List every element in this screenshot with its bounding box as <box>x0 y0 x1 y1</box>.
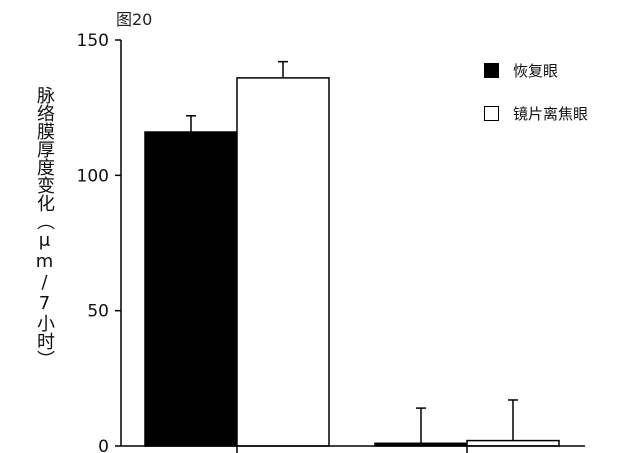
bar-defocus-1 <box>466 439 560 447</box>
y-tick-label-150: 150 <box>77 31 109 51</box>
bar-recovery-0 <box>144 131 238 447</box>
legend-item-defocus: 镜片离焦眼 <box>484 103 588 123</box>
y-tick-label-0: 0 <box>98 437 109 453</box>
figure-label: 图20 <box>116 10 153 29</box>
legend-label-defocus: 镜片离焦眼 <box>513 104 589 123</box>
legend-item-recovery: 恢复眼 <box>484 60 588 80</box>
y-tick-label-50: 50 <box>87 302 109 322</box>
bar-defocus-0 <box>236 77 330 447</box>
y-tick-label-100: 100 <box>77 166 109 186</box>
chart-legend: 恢复眼 镜片离焦眼 <box>484 60 588 146</box>
legend-label-recovery: 恢复眼 <box>513 61 559 80</box>
legend-swatch-defocus <box>484 105 499 121</box>
y-axis-label: 脉络膜厚度变化（μm/7小时） <box>34 86 55 368</box>
legend-swatch-recovery <box>484 62 499 78</box>
